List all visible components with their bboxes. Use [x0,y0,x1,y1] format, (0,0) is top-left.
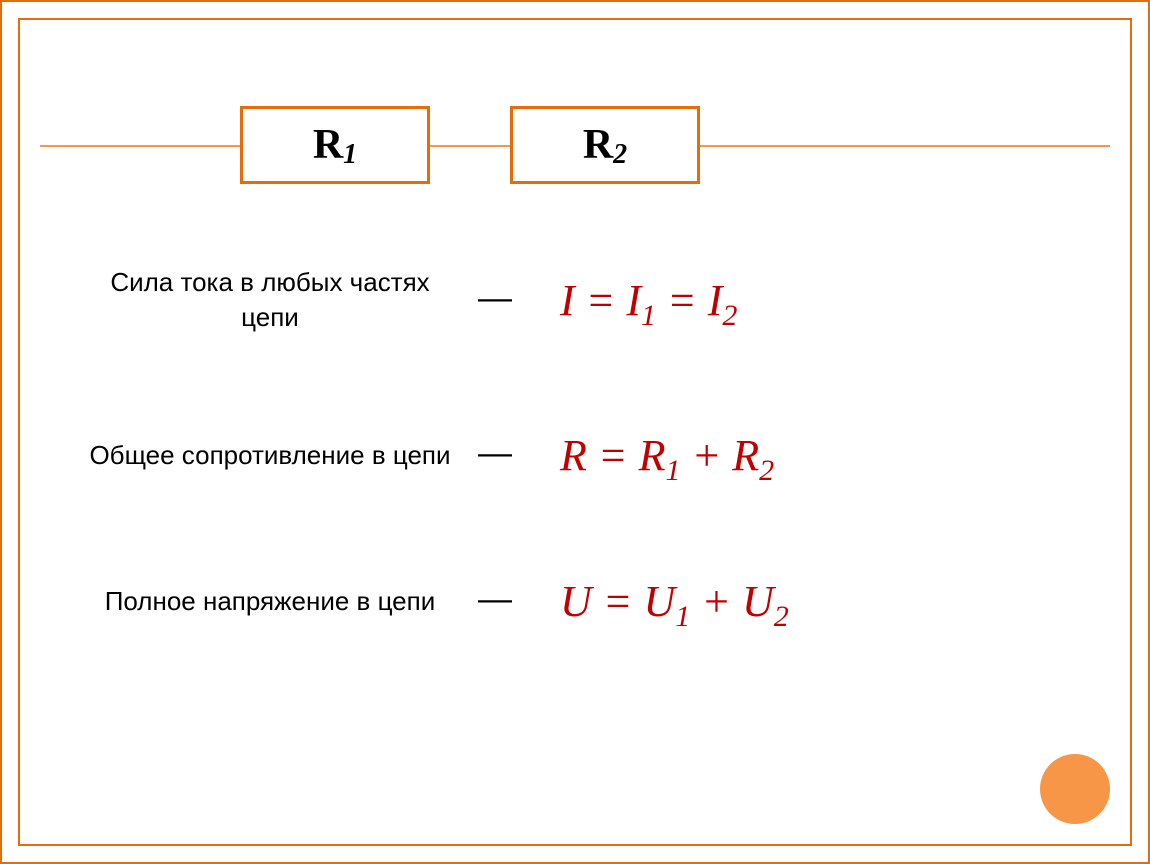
formula-row-1: Сила тока в любых частях цепи—I = I1 = I… [80,265,1070,335]
circuit-wire [700,145,1110,147]
row-formula: R = R1 + R2 [530,430,1070,481]
row-formula: U = U1 + U2 [530,576,1070,627]
row-description: Полное напряжение в цепи [80,584,460,619]
row-dash: — [460,279,530,318]
corner-accent-dot [1040,754,1110,824]
formula-row-3: Полное напряжение в цепи—U = U1 + U2 [80,576,1070,627]
circuit-wire [430,145,510,147]
row-description: Сила тока в любых частях цепи [80,265,460,335]
resistor-subscript: 2 [613,139,627,171]
row-dash: — [460,434,530,473]
resistor-2: R2 [510,106,700,184]
resistor-label: R [313,121,343,169]
resistor-label: R [583,121,613,169]
row-dash: — [460,580,530,619]
circuit-wire [40,145,240,147]
series-circuit-diagram: R1R2 [40,100,1110,190]
resistor-subscript: 1 [343,139,357,171]
formula-rows: Сила тока в любых частях цепи—I = I1 = I… [80,265,1070,722]
row-formula: I = I1 = I2 [530,275,1070,326]
resistor-1: R1 [240,106,430,184]
formula-row-2: Общее сопротивление в цепи—R = R1 + R2 [80,430,1070,481]
row-description: Общее сопротивление в цепи [80,438,460,473]
